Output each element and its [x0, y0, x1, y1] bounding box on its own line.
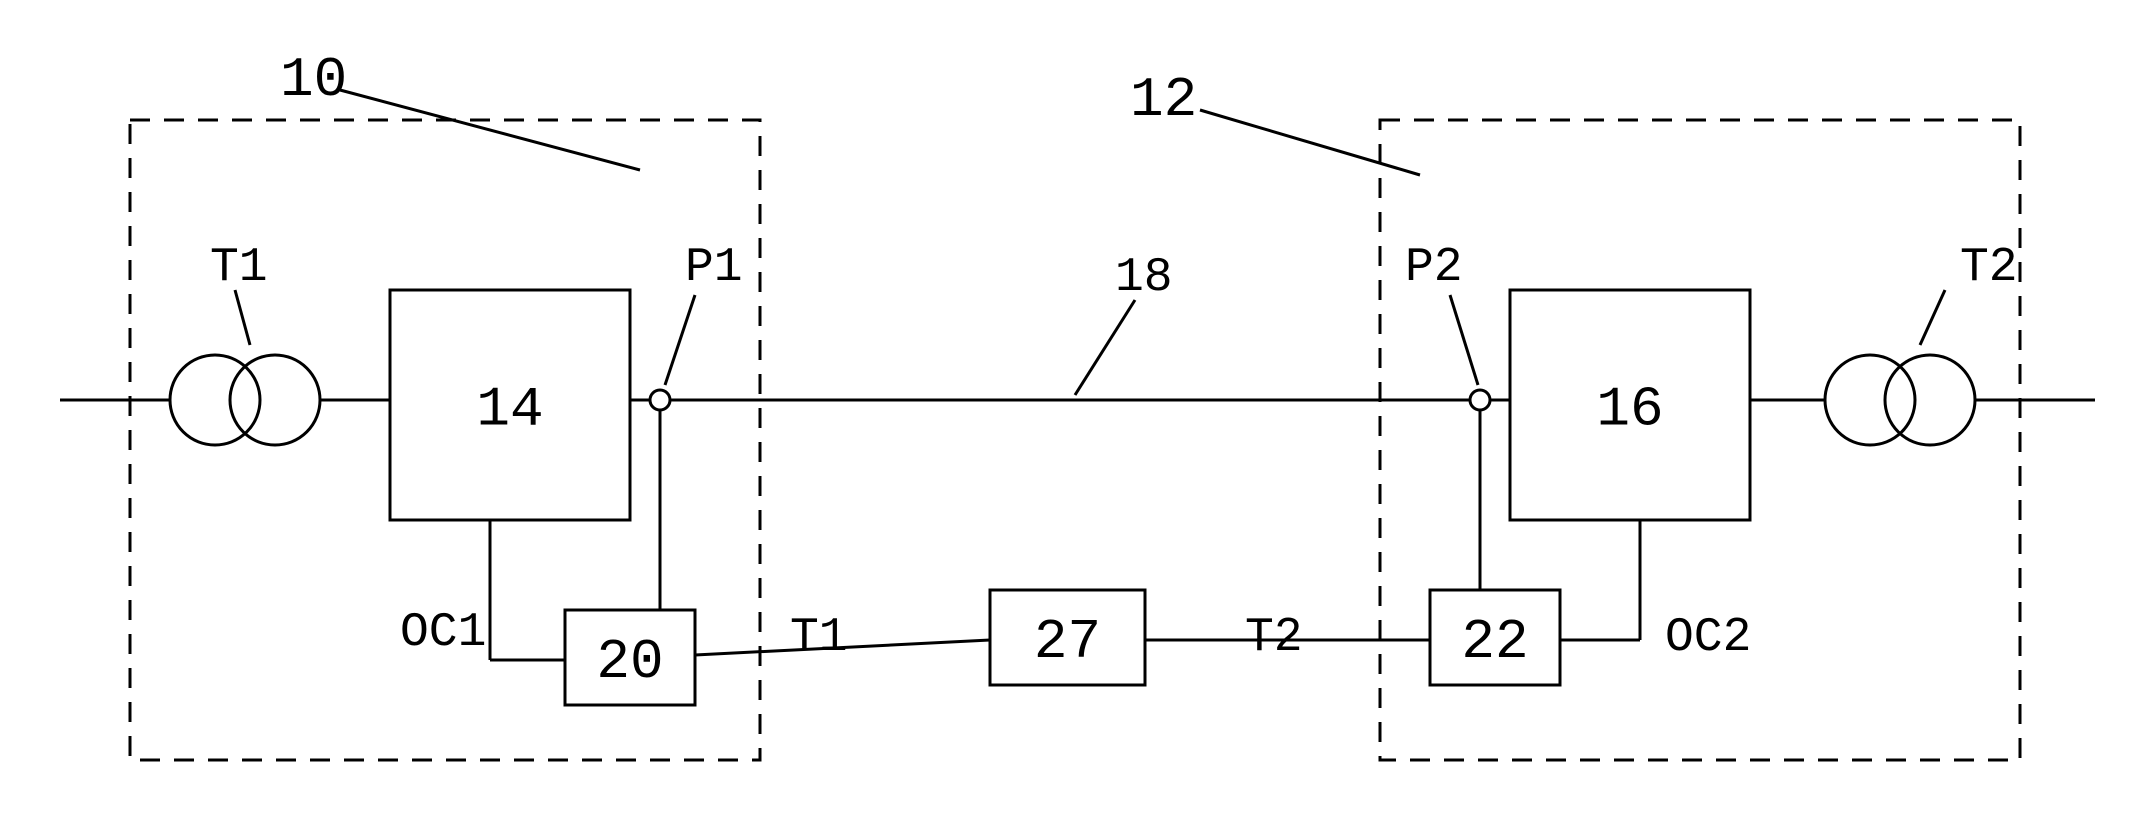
- signal-oc1-label: OC1: [400, 606, 486, 660]
- transformer-left-coil1: [170, 355, 260, 445]
- transformer-right-coil2: [1885, 355, 1975, 445]
- transformer-right-leader: [1920, 290, 1945, 345]
- dc-line-ref: 18: [1115, 251, 1173, 305]
- transformer-right-coil1: [1825, 355, 1915, 445]
- transformer-left-label: T1: [210, 241, 268, 295]
- telecom-block-label: 27: [1034, 610, 1101, 674]
- transformer-right-label: T2: [1960, 241, 2018, 295]
- signal-t2-label: T2: [1245, 611, 1303, 665]
- node-p1: [650, 390, 670, 410]
- signal-t1-label: T1: [790, 611, 848, 665]
- station-left-leader: [340, 90, 640, 170]
- station-left-ref: 10: [280, 48, 347, 112]
- controller-left-label: 20: [596, 630, 663, 694]
- transformer-left-leader: [235, 290, 250, 345]
- converter-left-label: 14: [476, 378, 543, 442]
- converter-right-label: 16: [1596, 378, 1663, 442]
- dc-line-leader: [1075, 300, 1135, 395]
- node-p1-leader: [665, 295, 695, 385]
- node-p2: [1470, 390, 1490, 410]
- transformer-left-coil2: [230, 355, 320, 445]
- controller-right-label: 22: [1461, 610, 1528, 674]
- node-p1-label: P1: [685, 241, 743, 295]
- node-p2-label: P2: [1405, 241, 1463, 295]
- signal-oc2-label: OC2: [1665, 611, 1751, 665]
- station-right-ref: 12: [1130, 68, 1197, 132]
- node-p2-leader: [1450, 295, 1478, 385]
